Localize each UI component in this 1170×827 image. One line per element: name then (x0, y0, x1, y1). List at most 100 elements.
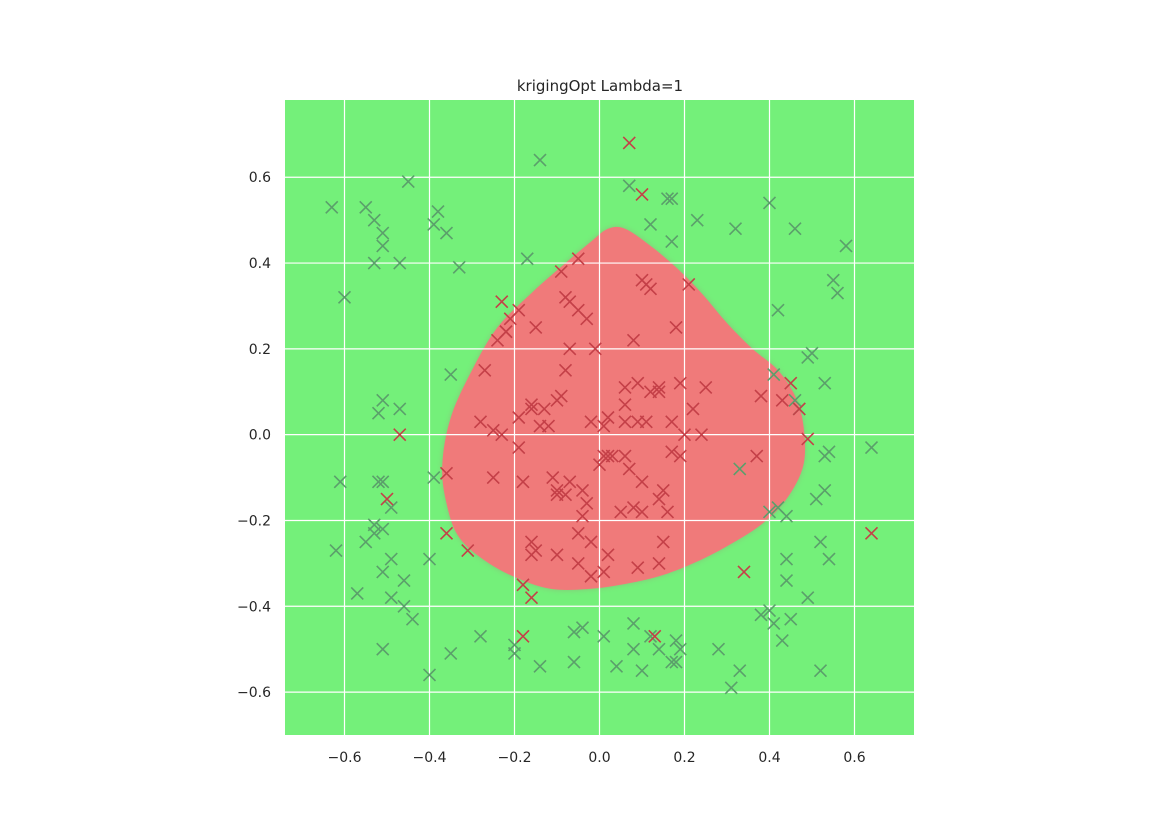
marker-class-b (558, 363, 573, 377)
marker-class-a (771, 501, 785, 515)
marker-class-b (516, 578, 530, 592)
marker-class-a (788, 222, 802, 236)
marker-class-b (563, 342, 577, 356)
marker-class-b (660, 505, 675, 519)
marker-class-b (754, 389, 768, 403)
marker-class-a (401, 174, 415, 189)
marker-class-a (367, 256, 381, 270)
y-tick-label: −0.4 (237, 599, 271, 615)
marker-class-a (626, 642, 641, 656)
y-tick-label: 0.6 (249, 170, 271, 186)
marker-class-b (571, 526, 585, 540)
marker-class-b (682, 277, 696, 292)
y-tick-label: −0.6 (237, 685, 271, 701)
marker-class-b (652, 380, 666, 395)
x-tick-label: 0.4 (758, 750, 780, 766)
marker-class-b (614, 505, 628, 519)
marker-class-b (626, 501, 641, 515)
marker-class-b (584, 535, 598, 549)
marker-class-b (550, 548, 564, 562)
marker-class-b (626, 333, 641, 347)
marker-class-b (554, 265, 568, 279)
marker-class-a (376, 239, 390, 253)
marker-class-a (643, 217, 658, 231)
marker-class-a (384, 552, 398, 566)
marker-class-b (648, 629, 662, 643)
marker-class-b (563, 475, 577, 489)
marker-class-b (673, 449, 687, 463)
marker-class-b (737, 565, 751, 579)
marker-class-a (422, 552, 437, 566)
grid-layer (285, 100, 914, 735)
marker-class-a (405, 612, 420, 626)
marker-class-a (376, 475, 390, 489)
marker-class-b (618, 415, 632, 429)
marker-class-b (665, 445, 679, 459)
marker-class-b (580, 496, 594, 510)
markers-layer (325, 136, 879, 695)
marker-class-b (499, 325, 513, 339)
marker-class-a (788, 393, 802, 407)
marker-class-b (694, 428, 709, 442)
marker-class-a (533, 659, 547, 673)
marker-class-b (673, 376, 687, 390)
marker-class-a (359, 535, 373, 549)
predicted-region-layer (442, 226, 806, 590)
marker-class-b (656, 483, 670, 498)
marker-class-b (439, 526, 454, 540)
marker-class-b (686, 402, 700, 416)
marker-class-a (397, 573, 411, 588)
marker-class-b (665, 415, 679, 429)
marker-class-a (690, 213, 704, 227)
marker-class-b (631, 376, 645, 390)
marker-class-a (376, 522, 390, 536)
marker-class-b (541, 419, 556, 433)
marker-class-a (376, 642, 390, 656)
marker-class-b (622, 462, 636, 476)
marker-class-b (473, 415, 488, 429)
marker-class-b (618, 449, 632, 463)
y-tick-label: 0.2 (249, 342, 271, 358)
marker-class-b (750, 449, 764, 463)
marker-class-b (635, 187, 649, 201)
marker-class-b (601, 548, 615, 562)
x-tick-label: −0.4 (413, 750, 447, 766)
marker-class-b (656, 535, 670, 549)
marker-class-a (771, 303, 785, 317)
marker-class-b (584, 415, 598, 429)
marker-class-b (512, 303, 526, 317)
marker-class-a (439, 226, 454, 240)
marker-class-a (444, 646, 458, 661)
marker-class-b (537, 402, 551, 416)
marker-class-a (367, 213, 381, 227)
marker-class-a (665, 655, 679, 669)
marker-class-a (818, 483, 832, 498)
marker-class-a (822, 552, 836, 566)
marker-class-b (597, 419, 611, 433)
marker-class-b (546, 471, 560, 485)
marker-class-b (439, 466, 454, 480)
marker-class-b (512, 440, 526, 455)
marker-class-b (461, 543, 475, 558)
marker-class-b (495, 295, 509, 309)
x-tick-label: 0.2 (673, 750, 695, 766)
x-tick-label: 0.6 (843, 750, 865, 766)
marker-class-b (601, 410, 615, 425)
x-tick-label: −0.2 (498, 750, 532, 766)
marker-class-a (673, 642, 687, 656)
marker-class-a (597, 629, 611, 643)
marker-class-b (801, 432, 815, 446)
marker-class-a (422, 668, 437, 682)
marker-class-a (337, 290, 352, 304)
marker-class-a (830, 286, 845, 300)
marker-class-a (728, 222, 743, 236)
tick-labels: −0.6 −0.4 −0.2 0.0 0.2 0.4 0.6 −0.6 −0.4 −0.2 0.0 0… (237, 170, 866, 766)
marker-class-b (580, 312, 594, 326)
marker-class-b (495, 428, 509, 442)
marker-class-b (584, 569, 598, 583)
marker-class-a (864, 440, 879, 455)
marker-class-b (864, 526, 879, 540)
marker-class-b (486, 423, 500, 437)
marker-class-a (801, 591, 815, 605)
marker-class-a (393, 402, 407, 416)
